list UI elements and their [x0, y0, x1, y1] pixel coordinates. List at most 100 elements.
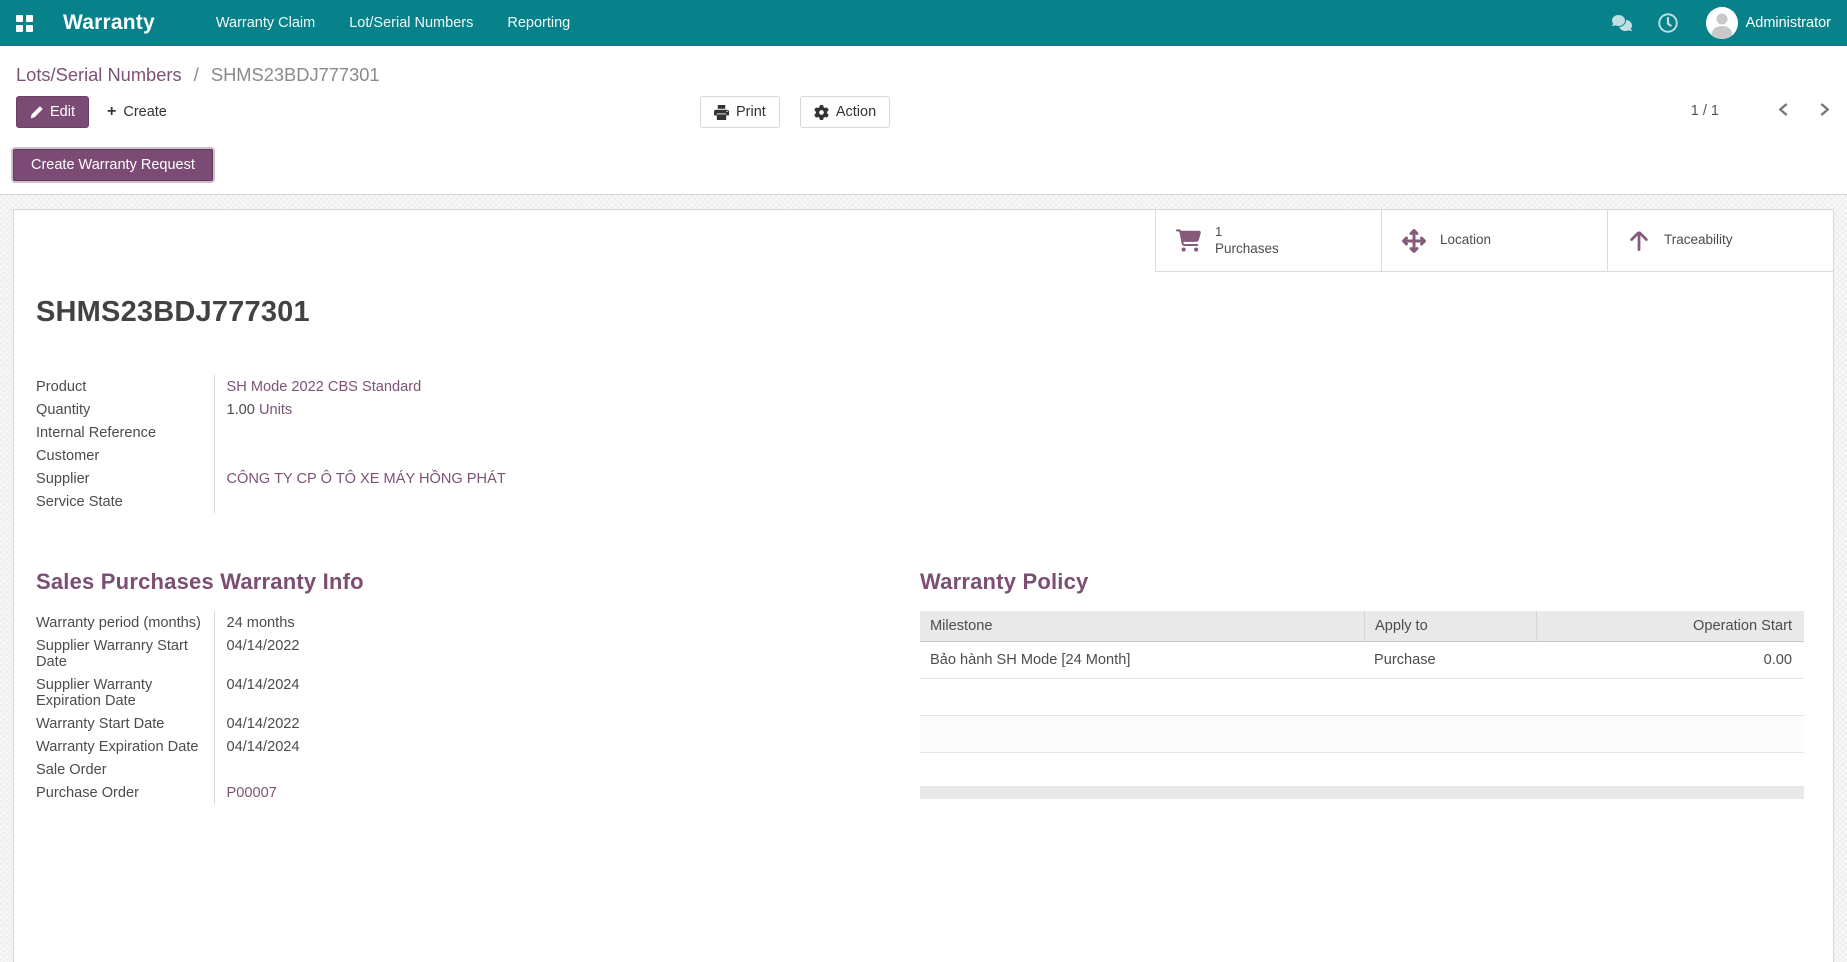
edit-button[interactable]: Edit — [16, 96, 89, 128]
pager-value: 1 / 1 — [1690, 103, 1719, 119]
action-button[interactable]: Action — [799, 96, 891, 128]
apps-menu-icon[interactable] — [16, 14, 33, 32]
control-panel: Edit Create Print Action 1 / 1 — [0, 92, 1847, 140]
field-label-quantity: Quantity — [36, 398, 215, 421]
column-header-milestone[interactable]: Milestone — [930, 618, 993, 634]
user-avatar[interactable] — [1705, 7, 1738, 39]
stat-button-location[interactable]: Location — [1381, 210, 1607, 272]
stat-traceability-label: Traceability — [1664, 232, 1733, 248]
field-row-supplier-warranty-start: Supplier Warranry Start Date 04/14/2022 — [36, 634, 534, 673]
field-row-internal-reference: Internal Reference — [36, 421, 534, 444]
field-row-customer: Customer — [36, 444, 534, 467]
warranty-info-section: Sales Purchases Warranty Info Warranty p… — [36, 569, 776, 804]
stat-purchases-value: 1 — [1215, 223, 1223, 239]
column-header-apply-to[interactable]: Apply to — [1364, 611, 1536, 641]
field-label-warranty-period: Warranty period (months) — [36, 611, 215, 634]
stat-purchases-label: Purchases — [1215, 241, 1279, 257]
field-value-warranty-start: 04/14/2022 — [226, 715, 300, 732]
pager-next-button[interactable] — [1790, 103, 1831, 119]
activities-clock-icon[interactable] — [1657, 13, 1678, 33]
field-value-quantity: 1.00 — [226, 401, 255, 418]
field-value-service-state — [214, 490, 534, 513]
plus-icon — [107, 104, 116, 120]
stat-location-label: Location — [1440, 232, 1492, 248]
field-value-supplier[interactable]: CÔNG TY CP Ô TÔ XE MÁY HỒNG PHÁT — [226, 470, 506, 487]
field-value-internal-reference — [214, 421, 534, 444]
warranty-policy-section: Warranty Policy Milestone Apply to Opera… — [920, 569, 1811, 804]
print-button-label: Print — [736, 104, 766, 120]
warranty-policy-table: Milestone Apply to Operation Start Bảo h… — [920, 611, 1804, 799]
warranty-info-heading: Sales Purchases Warranty Info — [36, 569, 364, 594]
create-warranty-request-button[interactable]: Create Warranty Request — [13, 149, 213, 181]
app-brand[interactable]: Warranty — [63, 11, 155, 34]
field-row-service-state: Service State — [36, 490, 534, 513]
messages-icon[interactable] — [1611, 13, 1632, 33]
move-arrows-icon — [1402, 228, 1426, 253]
nav-item-reporting[interactable]: Reporting — [507, 15, 571, 31]
field-label-warranty-expiration: Warranty Expiration Date — [36, 735, 215, 758]
create-button[interactable]: Create — [93, 96, 181, 128]
field-value-supplier-warranty-expiration: 04/14/2024 — [226, 676, 300, 693]
pencil-icon — [30, 106, 43, 118]
navbar-right: Administrator — [1586, 7, 1831, 39]
create-button-label: Create — [123, 104, 167, 120]
chevron-left-icon — [1779, 103, 1788, 116]
table-footer-strip — [920, 786, 1804, 799]
table-header-row: Milestone Apply to Operation Start — [920, 611, 1804, 642]
lower-section: Sales Purchases Warranty Info Warranty p… — [36, 569, 1811, 804]
form-statusbar: Create Warranty Request — [0, 140, 1847, 195]
field-label-sale-order: Sale Order — [36, 758, 215, 781]
stat-button-box: 1 Purchases Location Traceability — [14, 210, 1833, 272]
printer-icon — [714, 104, 729, 120]
stat-button-traceability[interactable]: Traceability — [1607, 210, 1833, 272]
field-row-warranty-expiration: Warranty Expiration Date 04/14/2024 — [36, 735, 534, 758]
field-row-quantity: Quantity 1.00 Units — [36, 398, 534, 421]
table-gap — [920, 753, 1804, 786]
field-label-service-state: Service State — [36, 490, 215, 513]
field-value-sale-order — [214, 758, 534, 781]
record-title: SHMS23BDJ777301 — [36, 296, 310, 328]
warranty-info-field-group: Warranty period (months) 24 months Suppl… — [36, 611, 534, 804]
warranty-policy-heading: Warranty Policy — [920, 569, 1089, 594]
field-label-product: Product — [36, 375, 215, 398]
field-row-sale-order: Sale Order — [36, 758, 534, 781]
field-label-purchase-order: Purchase Order — [36, 781, 215, 804]
nav-item-lot-serial-numbers[interactable]: Lot/Serial Numbers — [349, 15, 474, 31]
field-label-internal-reference: Internal Reference — [36, 421, 215, 444]
print-button[interactable]: Print — [700, 96, 780, 128]
breadcrumb: Lots/Serial Numbers / SHMS23BDJ777301 — [0, 46, 1847, 92]
action-buttons-group: Print Action — [700, 96, 891, 128]
user-name[interactable]: Administrator — [1745, 15, 1831, 31]
field-label-supplier-warranty-expiration: Supplier Warranty Expiration Date — [36, 673, 215, 712]
field-value-supplier-warranty-start: 04/14/2022 — [226, 637, 300, 654]
gear-icon — [814, 104, 829, 120]
field-value-product[interactable]: SH Mode 2022 CBS Standard — [226, 378, 422, 395]
column-header-operation-start[interactable]: Operation Start — [1536, 611, 1804, 641]
arrow-up-icon — [1630, 230, 1648, 251]
pager-previous-button[interactable] — [1749, 103, 1790, 119]
breadcrumb-parent-link[interactable]: Lots/Serial Numbers — [16, 64, 182, 85]
stat-button-purchases[interactable]: 1 Purchases — [1155, 210, 1381, 272]
table-row[interactable]: Bảo hành SH Mode [24 Month] Purchase 0.0… — [920, 642, 1804, 679]
field-label-supplier: Supplier — [36, 467, 215, 490]
field-value-warranty-expiration: 04/14/2024 — [226, 738, 300, 755]
chevron-right-icon — [1820, 103, 1829, 116]
table-empty-row — [920, 679, 1804, 716]
shopping-cart-icon — [1176, 229, 1201, 252]
breadcrumb-current: SHMS23BDJ777301 — [210, 64, 380, 85]
field-value-purchase-order[interactable]: P00007 — [226, 784, 277, 801]
cell-milestone: Bảo hành SH Mode [24 Month] — [930, 652, 1131, 668]
field-label-warranty-start: Warranty Start Date — [36, 712, 215, 735]
action-button-label: Action — [835, 104, 877, 120]
table-empty-row — [920, 716, 1804, 753]
field-row-warranty-start: Warranty Start Date 04/14/2022 — [36, 712, 534, 735]
field-label-customer: Customer — [36, 444, 215, 467]
field-row-warranty-period: Warranty period (months) 24 months — [36, 611, 534, 634]
cell-operation-start: 0.00 — [1763, 652, 1792, 668]
nav-item-warranty-claim[interactable]: Warranty Claim — [215, 15, 316, 31]
field-value-quantity-uom[interactable]: Units — [258, 401, 293, 418]
form-background: 1 Purchases Location Traceability SHMS23… — [0, 195, 1847, 962]
main-menu: Warranty Claim Lot/Serial Numbers Report… — [199, 0, 587, 46]
top-navbar: Warranty Warranty Claim Lot/Serial Numbe… — [0, 0, 1847, 46]
field-row-purchase-order: Purchase Order P00007 — [36, 781, 534, 804]
